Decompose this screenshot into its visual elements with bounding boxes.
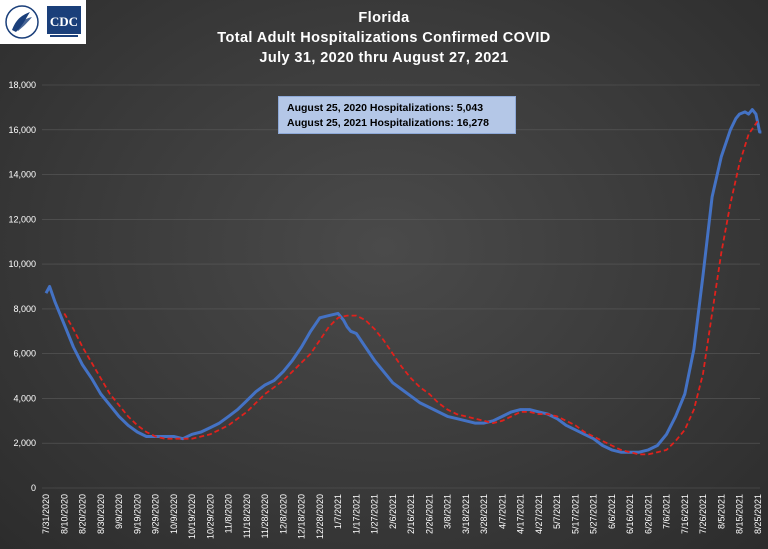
y-tick-label: 12,000	[8, 214, 36, 224]
x-tick-label: 7/16/2021	[680, 494, 690, 534]
x-tick-label: 9/9/2020	[114, 494, 124, 529]
callout-label-2021: August 25, 2021 Hospitalizations:	[287, 117, 454, 129]
x-tick-label: 12/28/2020	[315, 494, 325, 539]
x-tick-label: 11/8/2020	[224, 494, 234, 533]
gridlines	[42, 84, 760, 489]
hospitalizations-callout: August 25, 2020 Hospitalizations: 5,043 …	[278, 96, 516, 134]
x-tick-label: 3/28/2021	[479, 494, 489, 534]
y-tick-label: 16,000	[8, 125, 36, 135]
x-tick-label: 5/27/2021	[589, 494, 599, 534]
callout-row-2020: August 25, 2020 Hospitalizations: 5,043	[287, 101, 507, 116]
chart-title: Florida Total Adult Hospitalizations Con…	[0, 8, 768, 68]
y-tick-label: 4,000	[13, 393, 36, 403]
x-tick-label: 1/17/2021	[351, 494, 361, 534]
x-axis-ticks: 7/31/2020 8/10/2020 8/20/2020 8/30/2020 9/9/…	[41, 494, 763, 539]
x-tick-label: 12/8/2020	[278, 494, 288, 534]
x-tick-label: 5/7/2021	[552, 494, 562, 529]
x-tick-label: 6/26/2021	[643, 494, 653, 534]
x-tick-label: 11/28/2020	[260, 494, 270, 538]
title-line-2: Total Adult Hospitalizations Confirmed C…	[217, 30, 551, 46]
trend-line-dashed	[63, 120, 759, 456]
actual-hospitalizations-line	[44, 108, 762, 454]
logo-panel: CDC	[0, 0, 86, 44]
y-tick-label: 10,000	[8, 259, 36, 269]
cdc-logo-icon: CDC	[47, 6, 81, 37]
x-tick-label: 8/15/2021	[735, 494, 745, 534]
x-tick-label: 7/6/2021	[662, 494, 672, 529]
x-tick-label: 8/5/2021	[716, 494, 726, 529]
x-tick-label: 10/29/2020	[205, 494, 215, 539]
x-tick-label: 10/9/2020	[169, 494, 179, 534]
x-tick-label: 8/25/2021	[753, 494, 763, 534]
x-tick-label: 6/16/2021	[625, 494, 635, 534]
x-tick-label: 10/19/2020	[187, 494, 197, 539]
x-tick-label: 8/20/2020	[78, 494, 88, 534]
x-tick-label: 8/30/2020	[96, 494, 106, 534]
x-tick-label: 4/17/2021	[516, 494, 526, 534]
title-line-1: Florida	[358, 10, 410, 26]
x-tick-label: 12/18/2020	[297, 494, 307, 539]
y-axis-ticks: 0 2,000 4,000 6,000 8,000 10,000 12,000 14,000 1…	[8, 80, 36, 493]
x-tick-label: 1/27/2021	[370, 494, 380, 534]
callout-row-2021: August 25, 2021 Hospitalizations: 16,278	[287, 116, 507, 131]
x-tick-label: 2/26/2021	[424, 494, 434, 534]
hhs-logo-icon	[5, 5, 39, 39]
y-tick-label: 8,000	[13, 304, 36, 314]
callout-value-2020: 5,043	[456, 102, 484, 114]
x-tick-label: 3/18/2021	[461, 494, 471, 534]
x-tick-label: 7/26/2021	[698, 494, 708, 534]
x-tick-label: 5/17/2021	[570, 494, 580, 534]
x-tick-label: 3/8/2021	[443, 494, 453, 529]
x-tick-label: 2/6/2021	[388, 494, 398, 529]
x-tick-label: 4/27/2021	[534, 494, 544, 534]
x-tick-label: 4/7/2021	[497, 494, 507, 529]
y-tick-label: 0	[31, 483, 36, 493]
x-tick-label: 6/6/2021	[607, 494, 617, 529]
x-tick-label: 2/16/2021	[406, 494, 416, 534]
x-tick-label: 7/31/2020	[41, 494, 51, 534]
title-line-3: July 31, 2020 thru August 27, 2021	[259, 50, 509, 66]
y-tick-label: 2,000	[13, 438, 36, 448]
y-tick-label: 6,000	[13, 349, 36, 359]
x-tick-label: 8/10/2020	[59, 494, 69, 534]
x-tick-label: 1/7/2021	[333, 494, 343, 529]
x-tick-label: 9/19/2020	[132, 494, 142, 534]
series-lines	[44, 108, 762, 456]
cdc-logo-text: CDC	[50, 14, 78, 29]
callout-label-2020: August 25, 2020 Hospitalizations:	[287, 102, 454, 114]
y-tick-label: 18,000	[8, 80, 36, 90]
callout-value-2021: 16,278	[456, 117, 489, 129]
y-tick-label: 14,000	[8, 170, 36, 180]
x-tick-label: 11/18/2020	[242, 494, 252, 538]
x-tick-label: 9/29/2020	[151, 494, 161, 534]
